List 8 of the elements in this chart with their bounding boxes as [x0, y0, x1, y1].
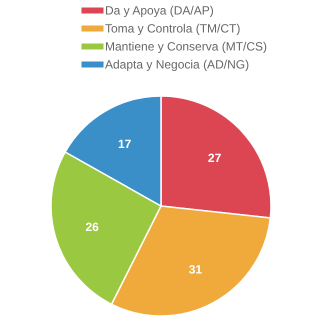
legend-label: Da y Apoya (DA/AP) — [105, 4, 214, 18]
legend-label: Mantiene y Conserva (MT/CS) — [105, 40, 268, 54]
data-label: 31 — [188, 262, 202, 276]
data-label: 26 — [85, 220, 100, 234]
legend-label: Adapta y Negocia (AD/NG) — [105, 58, 250, 72]
legend-label: Toma y Controla (TM/CT) — [105, 22, 240, 36]
data-label: 17 — [118, 136, 132, 151]
data-label: 27 — [208, 150, 222, 165]
